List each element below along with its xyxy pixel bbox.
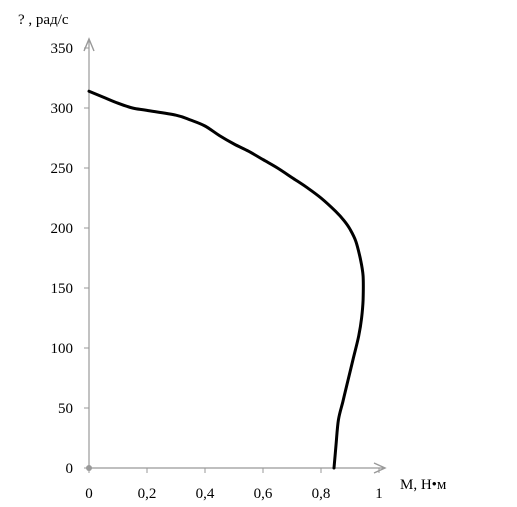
x-tick-label: 0,2 [138, 486, 157, 502]
y-tick-label: 300 [51, 101, 74, 117]
y-tick-label: 200 [51, 221, 74, 237]
x-tick-label: 0,8 [312, 486, 331, 502]
x-tick-label: 0,6 [254, 486, 273, 502]
x-tick-label: 1 [375, 486, 383, 502]
tick-labels: 0 50 100 150 200 250 300 350 0 0,2 0,4 0,6 0,8 1 [51, 41, 383, 502]
y-tick-label: 250 [51, 161, 74, 177]
x-axis-arrow [373, 462, 387, 474]
y-tick-label: 0 [66, 461, 74, 477]
x-tick-label: 0,4 [196, 486, 215, 502]
x-axis-title: М, Н•м [400, 477, 447, 493]
y-tick-label: 350 [51, 41, 74, 57]
axes [83, 37, 387, 474]
x-tick-label: 0 [85, 486, 93, 502]
series-layer [87, 89, 365, 470]
y-tick-label: 100 [51, 341, 74, 357]
y-tick-label: 50 [58, 401, 73, 417]
series-line [87, 89, 365, 470]
y-axis-arrow [83, 37, 95, 52]
tick-marks [84, 47, 380, 473]
y-axis-title: ? , рад/с [18, 12, 69, 28]
y-tick-label: 150 [51, 281, 74, 297]
